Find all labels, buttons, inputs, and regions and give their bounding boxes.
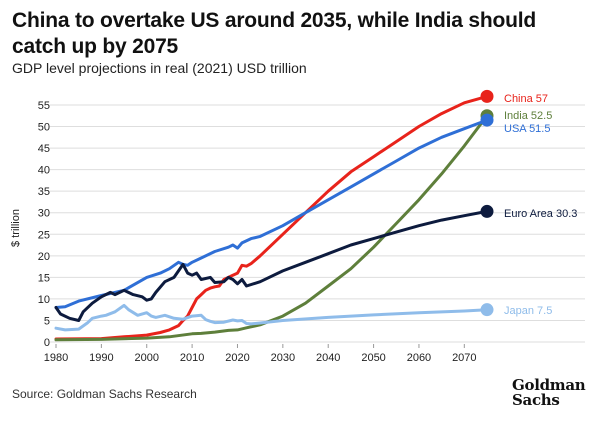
- y-tick-label: 35: [38, 186, 50, 198]
- gridlines: [50, 104, 585, 343]
- series-label: Japan 7.5: [504, 305, 552, 317]
- y-axis-ticks: 0 5 10 15 20 25 30 35 40 45 50 55: [38, 100, 50, 349]
- y-tick-label: 55: [38, 100, 50, 112]
- x-tick-label: 1980: [44, 352, 68, 364]
- x-tick-label: 2010: [180, 352, 204, 364]
- x-axis-ticks: 1980 1990 2000 2010 2020 2030 2040 2050 2060 2070: [44, 344, 477, 364]
- y-tick-label: 15: [38, 272, 50, 284]
- chart-title: China to overtake US around 2035, while …: [12, 9, 537, 58]
- x-tick-label: 2000: [134, 352, 158, 364]
- y-axis-label: $ trillion: [10, 209, 22, 247]
- y-tick-label: 45: [38, 143, 50, 155]
- series-label: India 52.5: [504, 110, 552, 122]
- x-tick-label: 2070: [452, 352, 476, 364]
- series-line-china: [54, 94, 489, 341]
- y-tick-label: 40: [38, 165, 50, 177]
- series-label: Euro Area 30.3: [504, 208, 577, 220]
- goldman-sachs-logo: Goldman Sachs: [512, 376, 586, 409]
- y-tick-label: 30: [38, 208, 50, 220]
- x-tick-label: 2050: [361, 352, 385, 364]
- y-tick-label: 5: [44, 315, 50, 327]
- source-note: Source: Goldman Sachs Research: [12, 387, 197, 401]
- series-line-india: [54, 114, 489, 342]
- y-tick-label: 25: [38, 229, 50, 241]
- series-end-marker: [480, 204, 494, 218]
- y-tick-label: 20: [38, 251, 50, 263]
- series-end-marker: [480, 89, 494, 103]
- y-tick-label: 10: [38, 294, 50, 306]
- series-end-marker: [480, 303, 494, 317]
- series-line-japan: [54, 303, 489, 332]
- y-tick-label: 50: [38, 122, 50, 134]
- logo-line-2: Sachs: [512, 391, 560, 409]
- y-tick-label: 0: [44, 337, 50, 349]
- series-line-usa: [54, 118, 489, 309]
- x-tick-label: 2060: [407, 352, 431, 364]
- x-tick-label: 2030: [271, 352, 295, 364]
- series-line-euro-area: [54, 209, 489, 322]
- series-end-marker: [480, 113, 494, 127]
- series-label: China 57: [504, 93, 548, 105]
- logo-line-1: Goldman: [512, 376, 586, 394]
- chart-subtitle: GDP level projections in real (2021) USD…: [12, 60, 307, 76]
- x-tick-label: 1990: [89, 352, 113, 364]
- x-tick-label: 2020: [225, 352, 249, 364]
- x-tick-label: 2040: [316, 352, 340, 364]
- series-lines: [54, 89, 494, 342]
- series-label: USA 51.5: [504, 123, 550, 135]
